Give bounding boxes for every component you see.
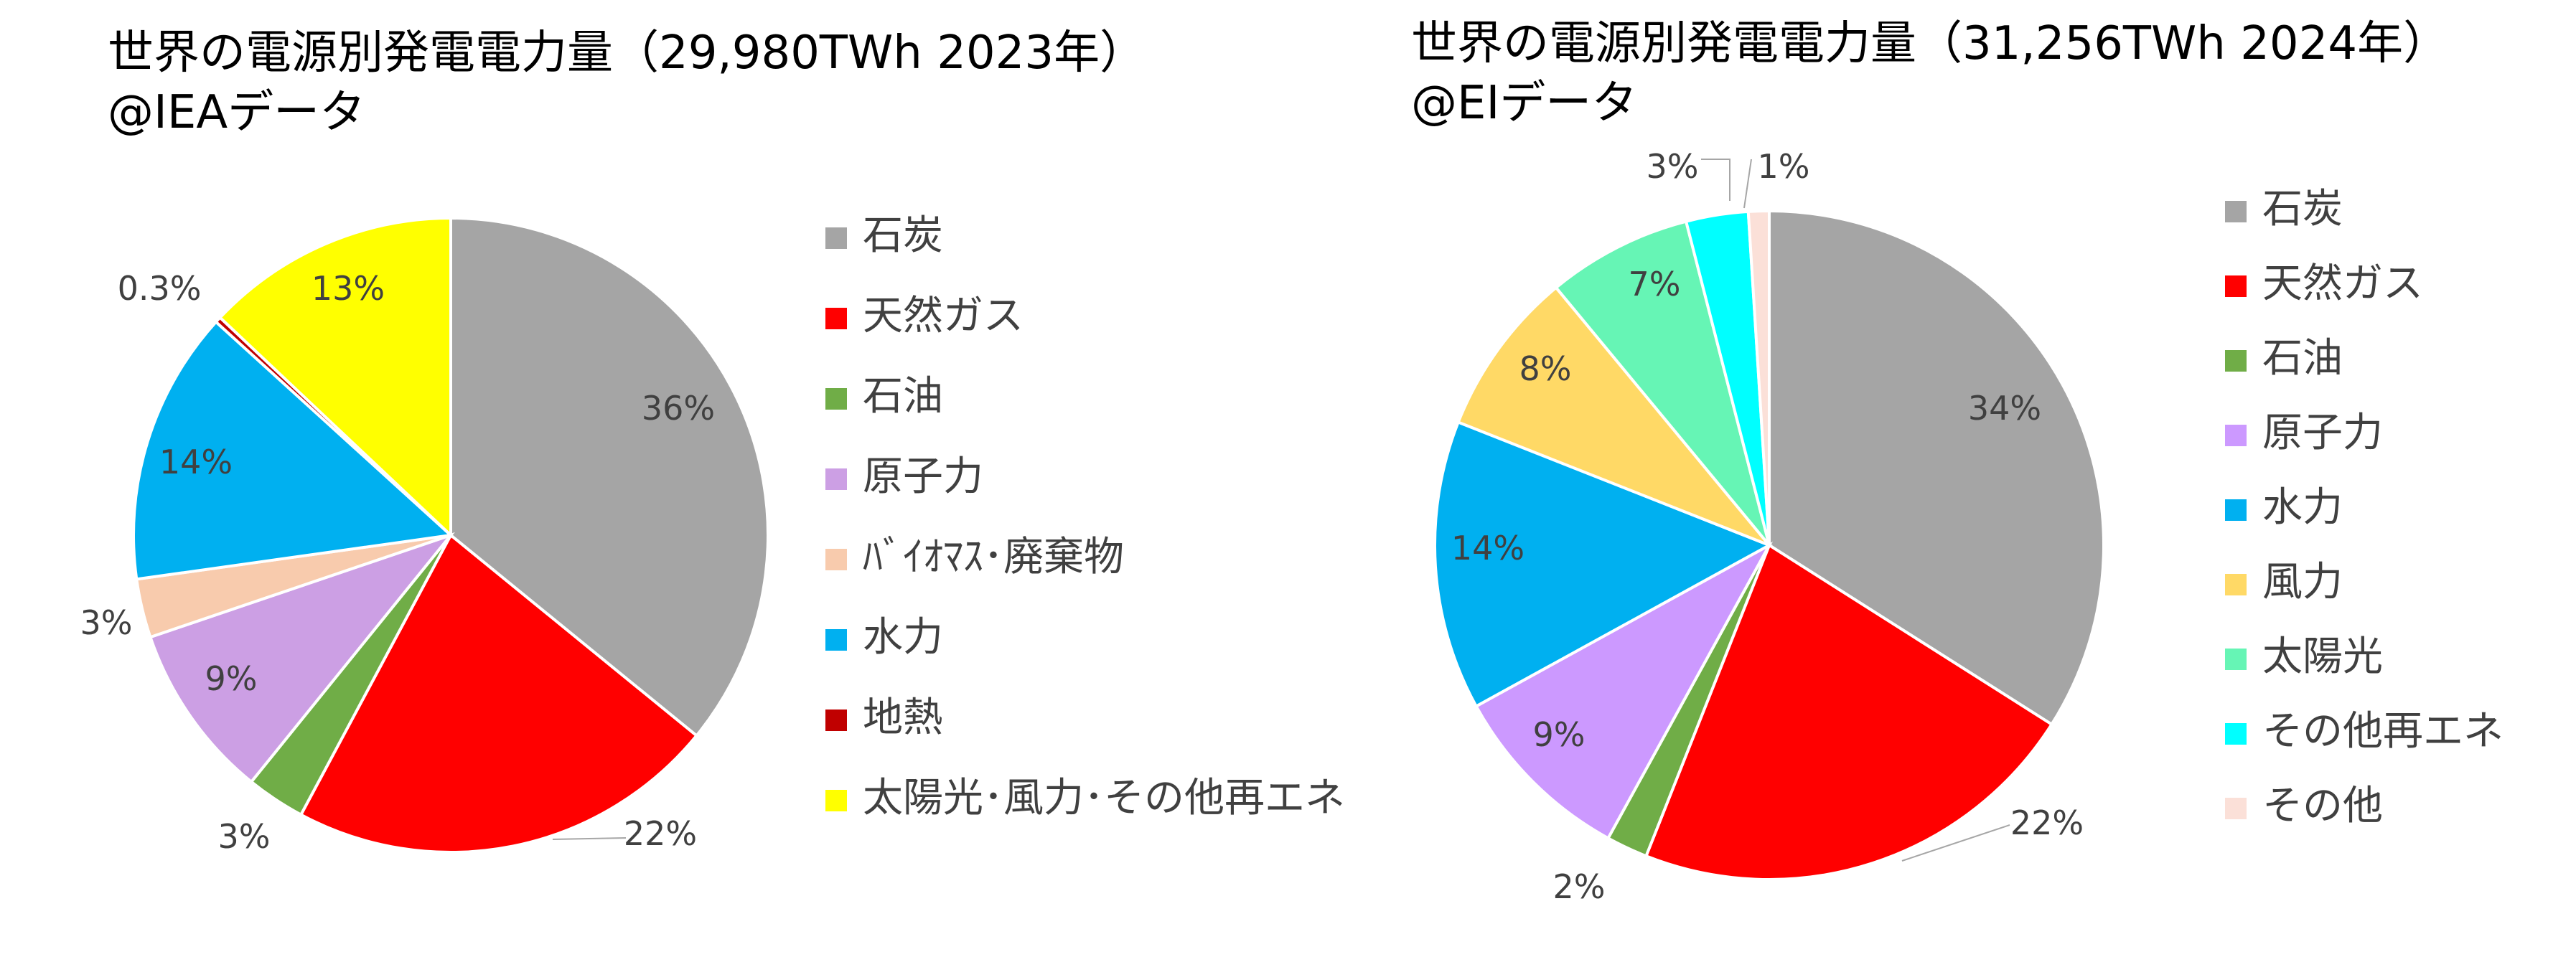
chart2-subtitle: @EIデータ [1411,77,1637,130]
chart1-legend-swatch-7 [825,790,847,811]
chart2-slice-3 [1474,541,1774,841]
chart2-legend-swatch-2 [2225,350,2247,372]
chart2-data-label-5: 8% [1519,349,1572,388]
chart2-slice-4 [1433,420,1773,709]
chart1-legend-label-6: 地熱 [863,694,943,741]
chart2-slice-0 [1768,209,2105,727]
chart1-data-label-6: 0.3% [118,269,202,308]
chart1-leader-1 [552,837,627,840]
chart2-slice-1 [1644,543,2054,881]
chart2-data-label-8: 1% [1758,147,1810,186]
chart1-slice-1 [299,532,699,854]
chart2-data-label-7: 3% [1647,147,1699,186]
chart1-slice-5 [132,319,454,581]
chart2-legend-label-6: 太陽光 [2262,633,2383,680]
chart1-legend-swatch-4 [825,549,847,570]
chart2-legend-label-0: 石炭 [2262,186,2343,232]
chart2-legend-swatch-6 [2225,649,2247,670]
chart2-legend-swatch-3 [2225,425,2247,446]
chart2-legend-label-3: 原子力 [2262,410,2383,456]
chart1-legend-label-2: 石油 [863,373,943,420]
chart1-legend-swatch-2 [825,388,847,410]
chart1-title: 世界の電源別発電電力量（29,980TWh 2023年） [108,27,1146,80]
chart1-legend-swatch-1 [825,308,847,329]
chart1-subtitle: @IEAデータ [108,86,365,139]
chart1-slice-0 [449,216,769,738]
chart1-legend-swatch-6 [825,710,847,731]
chart1-legend-label-3: 原子力 [863,453,983,500]
chart1-legend-label-4: ﾊﾞｲｵﾏｽ･廃棄物 [863,534,1124,580]
chart2-legend-swatch-1 [2225,275,2247,297]
chart1-slice-7 [217,216,452,539]
chart1-data-label-1: 22% [624,814,697,853]
chart2-data-label-3: 9% [1533,715,1586,754]
chart2-legend-label-8: その他 [2262,783,2383,829]
chart1-data-label-2: 3% [218,817,271,856]
chart2-legend-swatch-4 [2225,499,2247,521]
chart2-legend-label-2: 石油 [2262,335,2343,382]
chart2-legend-label-5: 風力 [2262,559,2343,605]
chart2-legend-label-7: その他再エネ [2262,708,2504,755]
chart2-data-label-4: 14% [1451,529,1524,567]
chart2-title: 世界の電源別発電電力量（31,256TWh 2024年） [1411,17,2449,70]
chart2-slice-5 [1456,286,1771,547]
chart2-slice-8 [1746,209,1771,546]
chart2-legend-swatch-0 [2225,201,2247,222]
chart2-legend-label-4: 水力 [2262,484,2343,531]
chart1-slice-3 [148,532,455,784]
chart1-data-label-4: 3% [80,603,133,642]
chart2-data-label-2: 2% [1553,867,1606,906]
chart2-slice-6 [1554,220,1771,547]
chart1-legend-label-0: 石炭 [863,212,943,259]
chart2-legend-swatch-8 [2225,798,2247,819]
chart2-data-label-1: 22% [2010,803,2084,842]
chart2-leader-7 [1701,159,1730,201]
chart1-legend-swatch-0 [825,227,847,249]
chart2-leader-1 [1901,824,2010,862]
chart2-legend-label-1: 天然ガス [2262,260,2423,307]
chart2-pie: 34% 22% 2% 9% 14% 8% 7% 3% 1% [1433,147,2105,906]
chart2-data-label-0: 34% [1968,389,2041,428]
chart1-legend-label-7: 太陽光･風力･その他再エネ [863,775,1345,821]
chart1-legend-label-1: 天然ガス [863,293,1024,339]
chart2-legend-swatch-7 [2225,723,2247,745]
chart2-leader-8 [1743,159,1752,209]
chart1-legend-swatch-3 [825,468,847,490]
chart1-pie: 36% 22% 3% 9% 3% 14% 0.3% 13% [80,216,769,856]
chart1-data-label-0: 36% [642,389,715,428]
chart2-legend-swatch-5 [2225,574,2247,595]
chart1-data-label-5: 14% [159,443,233,481]
chart1-legend-swatch-5 [825,629,847,651]
chart1-data-label-7: 13% [312,269,385,308]
chart1-data-label-3: 9% [205,659,258,698]
chart1-legend-label-5: 水力 [863,614,943,661]
chart2-data-label-6: 7% [1629,265,1681,303]
